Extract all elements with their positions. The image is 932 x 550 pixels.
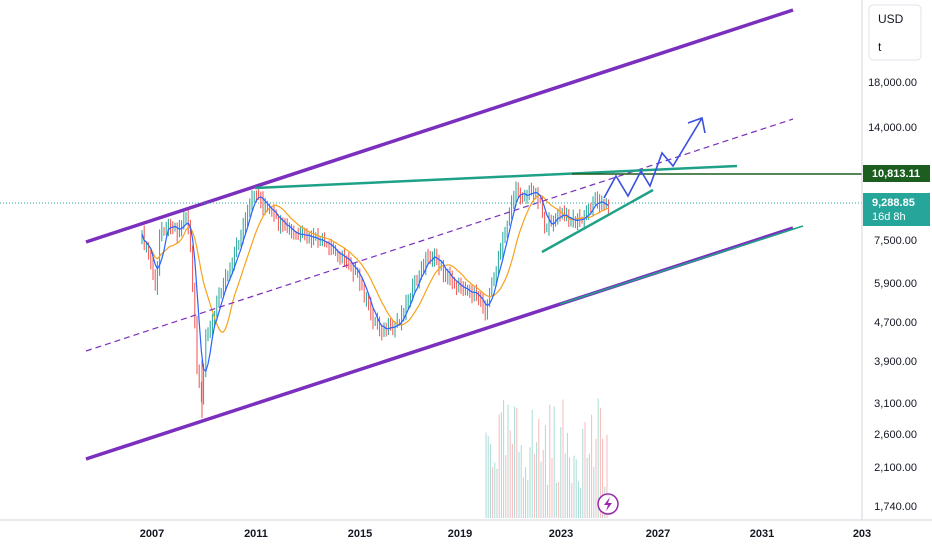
projected-path-arrowhead xyxy=(687,116,706,134)
price-tick: 4,700.00 xyxy=(874,317,917,329)
price-tick: 14,000.00 xyxy=(868,122,917,134)
moving-average-slow xyxy=(141,194,609,333)
last-price-tag[interactable] xyxy=(863,193,930,226)
unit-label: t xyxy=(878,40,882,54)
time-scale[interactable]: 2007 2011 2015 2019 2023 2027 2031 203 xyxy=(140,528,871,540)
price-tick: 2,600.00 xyxy=(874,429,917,441)
moving-average-fast xyxy=(141,191,609,373)
price-tick: 5,900.00 xyxy=(874,278,917,290)
resistance-price-tag[interactable] xyxy=(863,165,930,182)
resistance-line[interactable] xyxy=(254,164,738,190)
channel-midline[interactable] xyxy=(85,118,794,352)
projected-path[interactable] xyxy=(603,117,703,199)
time-tick: 2019 xyxy=(448,528,472,540)
price-tick: 2,100.00 xyxy=(874,462,917,474)
triangle-support-line[interactable] xyxy=(541,188,654,254)
time-tick: 2023 xyxy=(549,528,573,540)
price-tick: 3,900.00 xyxy=(874,356,917,368)
volume-bars xyxy=(485,398,608,518)
channel-lower-line-echo xyxy=(559,225,804,305)
channel-upper-line[interactable] xyxy=(85,8,794,244)
price-tick: 1,740.00 xyxy=(874,501,917,513)
resistance-price-text: 10,813.11 xyxy=(872,168,920,180)
last-price-text: 9,288.85 xyxy=(872,197,915,209)
lightning-icon-glyph xyxy=(604,497,612,511)
currency-box[interactable] xyxy=(868,4,922,61)
countdown-text: 16d 8h xyxy=(872,211,906,223)
currency-label: USD xyxy=(878,12,904,26)
time-tick: 2015 xyxy=(348,528,372,540)
price-scale[interactable] xyxy=(862,0,932,520)
time-tick: 2031 xyxy=(750,528,774,540)
price-tick: 3,100.00 xyxy=(874,398,917,410)
time-tick: 2007 xyxy=(140,528,164,540)
time-tick: 203 xyxy=(853,528,871,540)
time-tick: 2027 xyxy=(646,528,670,540)
price-tick: 7,500.00 xyxy=(874,235,917,247)
price-bars xyxy=(141,181,609,418)
time-tick: 2011 xyxy=(244,528,268,540)
price-tick: 18,000.00 xyxy=(868,77,917,89)
